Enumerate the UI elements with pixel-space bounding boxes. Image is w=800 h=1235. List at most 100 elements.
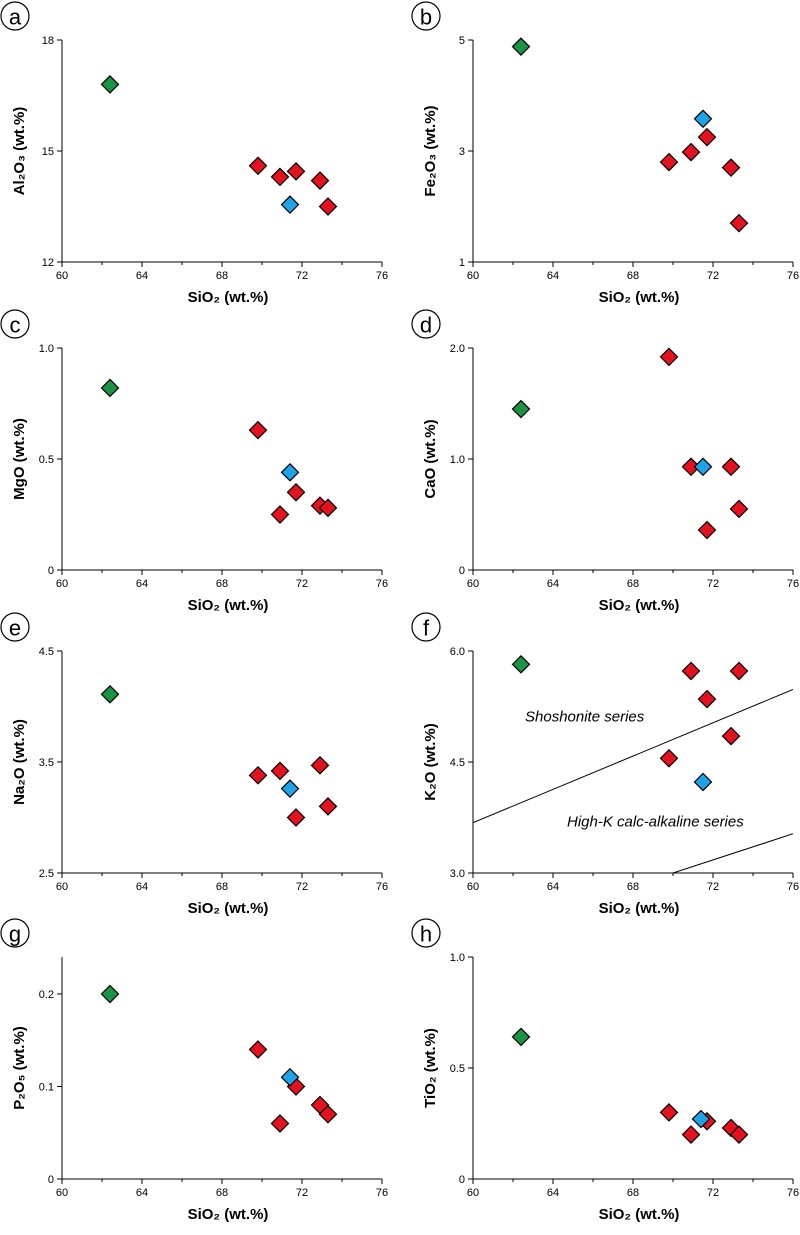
x-tick-label: 76: [376, 270, 388, 282]
x-tick-label: 60: [467, 1187, 479, 1199]
red-diamond-marker: [697, 689, 717, 709]
y-tick-label: 3: [459, 146, 465, 158]
x-tick-label: 60: [56, 270, 68, 282]
red-diamond-marker: [721, 726, 741, 746]
boundary-line-2: [672, 833, 793, 873]
x-tick-label: 64: [547, 881, 559, 893]
red-diamond-marker: [248, 765, 268, 785]
x-axis-label: SiO₂ (wt.%): [599, 900, 680, 917]
y-axis-label: Na₂O (wt.%): [11, 719, 28, 805]
y-tick-label: 2.5: [39, 868, 54, 880]
y-tick-label: 4.5: [450, 757, 465, 769]
red-diamond-marker: [270, 761, 290, 781]
red-diamond-marker: [270, 167, 290, 187]
y-tick-label: 0.5: [39, 454, 54, 466]
shoshonite-series-label: Shoshonite series: [525, 708, 645, 725]
x-tick-label: 64: [136, 881, 148, 893]
y-axis-label: K₂O (wt.%): [422, 723, 439, 801]
x-axis-label: SiO₂ (wt.%): [188, 1206, 269, 1223]
y-tick-label: 0: [459, 1174, 465, 1186]
y-axis-label: P₂O₅ (wt.%): [11, 1026, 28, 1110]
red-diamond-marker: [318, 197, 338, 216]
red-diamond-marker: [270, 505, 290, 524]
red-diamond-marker: [659, 152, 679, 172]
red-diamond-marker: [681, 142, 701, 162]
red-diamond-marker: [248, 1040, 268, 1059]
red-diamond-marker: [659, 347, 679, 367]
x-tick-label: 64: [547, 270, 559, 282]
panel-d-letter: d: [420, 313, 432, 338]
y-axis-label: MgO (wt.%): [11, 418, 28, 500]
panel-h: h 60 64 68 72 76 0 0.5 1.0 SiO₂ (wt.%) TiO₂ (wt.%): [411, 918, 799, 1223]
x-tick-label: 60: [56, 1187, 68, 1199]
red-diamond-marker: [310, 171, 330, 190]
x-tick-label: 76: [787, 881, 799, 893]
x-tick-label: 68: [627, 578, 639, 590]
panel-b: b 60 64 68 72 76 1 3 5 SiO₂ (wt.%) Fe₂O₃ (wt.%): [411, 1, 799, 306]
blue-diamond-marker: [280, 779, 300, 798]
panel-e-letter: e: [9, 616, 21, 641]
x-tick-label: 64: [547, 578, 559, 590]
x-tick-label: 72: [707, 578, 719, 590]
x-tick-label: 76: [787, 578, 799, 590]
y-tick-label: 0: [48, 565, 54, 577]
x-tick-label: 76: [787, 270, 799, 282]
x-axis-label: SiO₂ (wt.%): [599, 1206, 680, 1223]
y-tick-label: 2.0: [450, 343, 465, 355]
y-tick-label: 0.1: [39, 1082, 54, 1094]
x-tick-label: 76: [376, 1187, 388, 1199]
panel-e-badge: [0, 612, 30, 642]
panel-f: f 60 64 68 72 76 3.0 4.5 6.0 SiO₂ (wt.%) K₂O (wt.%…: [411, 612, 799, 917]
red-diamond-marker: [286, 482, 306, 502]
y-axis-label: CaO (wt.%): [422, 419, 439, 498]
y-tick-label: 3.5: [39, 757, 54, 769]
y-tick-label: 0: [459, 565, 465, 577]
y-tick-label: 12: [42, 257, 54, 269]
panel-c-badge: [0, 309, 30, 339]
y-tick-label: 15: [42, 146, 54, 158]
red-diamond-marker: [286, 162, 306, 181]
green-diamond-marker: [100, 684, 120, 704]
panel-c-letter: c: [10, 313, 21, 338]
panel-a-letter: a: [9, 5, 22, 30]
x-tick-label: 72: [296, 578, 308, 590]
red-diamond-marker: [248, 156, 268, 176]
red-diamond-marker: [729, 213, 749, 233]
x-tick-label: 72: [296, 1187, 308, 1199]
red-diamond-marker: [659, 1103, 679, 1122]
red-diamond-marker: [318, 1104, 338, 1124]
red-diamond-marker: [318, 498, 338, 518]
green-diamond-marker: [100, 984, 120, 1004]
boundary-line-1: [473, 689, 793, 824]
x-axis-label: SiO₂ (wt.%): [188, 597, 269, 614]
x-tick-label: 64: [136, 1187, 148, 1199]
x-axis-label: SiO₂ (wt.%): [599, 597, 680, 614]
blue-diamond-marker: [691, 1109, 711, 1129]
red-diamond-marker: [729, 499, 749, 519]
blue-diamond-marker: [693, 109, 713, 129]
y-tick-label: 5: [459, 35, 465, 47]
red-diamond-marker: [697, 127, 717, 147]
panel-b-badge: [411, 1, 441, 31]
x-tick-label: 76: [787, 1187, 799, 1199]
y-axis-label: TiO₂ (wt.%): [422, 1028, 439, 1108]
red-diamond-marker: [286, 808, 306, 827]
panel-h-letter: h: [420, 922, 432, 947]
x-axis-label: SiO₂ (wt.%): [599, 289, 680, 306]
green-diamond-marker: [511, 37, 531, 57]
x-tick-label: 64: [136, 578, 148, 590]
blue-diamond-marker: [693, 457, 713, 477]
x-tick-label: 60: [467, 578, 479, 590]
x-tick-label: 76: [376, 881, 388, 893]
x-tick-label: 60: [467, 881, 479, 893]
panel-e: e 60 64 68 72 76 2.5 3.5 4.5 SiO₂ (wt.%) Na₂O (wt.…: [0, 612, 388, 917]
y-tick-label: 1.0: [450, 454, 465, 466]
panel-c: c 60 64 68 72 76 0 0.5 1.0 SiO₂ (wt.%) MgO (wt.%): [0, 309, 388, 614]
red-diamond-marker: [659, 748, 679, 768]
red-diamond-marker: [721, 158, 741, 177]
blue-diamond-marker: [280, 462, 300, 482]
x-tick-label: 64: [547, 1187, 559, 1199]
x-tick-label: 68: [627, 270, 639, 282]
x-tick-label: 72: [707, 1187, 719, 1199]
